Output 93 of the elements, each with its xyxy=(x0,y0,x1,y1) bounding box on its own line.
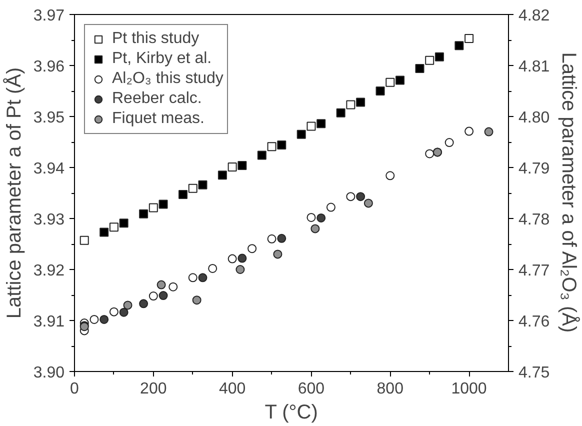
point xyxy=(228,254,237,264)
point xyxy=(218,170,227,180)
point xyxy=(425,149,434,158)
point xyxy=(296,130,306,139)
point xyxy=(238,160,247,170)
point xyxy=(188,184,198,193)
point xyxy=(257,150,266,160)
y-tick-label: 3.93 xyxy=(33,212,65,228)
point xyxy=(178,190,188,200)
point xyxy=(119,308,128,317)
point xyxy=(158,200,168,209)
point xyxy=(346,100,356,110)
legend-label: Al₂O₃ this study xyxy=(112,70,224,88)
point xyxy=(100,314,109,324)
point xyxy=(148,292,158,301)
y-tick-label: 3.90 xyxy=(33,364,65,382)
y-tick-label: 3.96 xyxy=(33,58,65,76)
point xyxy=(425,56,434,65)
legend-label: Pt this study xyxy=(112,30,200,48)
y2-tick-label: 4.82 xyxy=(518,8,550,24)
point xyxy=(306,212,316,222)
point xyxy=(168,282,178,292)
point xyxy=(80,236,89,245)
point xyxy=(316,119,326,128)
y2-tick-label: 4.76 xyxy=(518,314,550,330)
point xyxy=(236,265,245,274)
point xyxy=(396,76,404,85)
y2-tick-label: 4.79 xyxy=(518,160,550,178)
x-tick-label: 400 xyxy=(218,380,246,398)
point xyxy=(454,41,464,50)
point xyxy=(228,162,237,172)
point xyxy=(316,214,326,222)
point xyxy=(273,250,282,259)
point xyxy=(356,192,366,202)
x-tick-label: 1000 xyxy=(451,380,487,398)
point xyxy=(156,280,166,290)
point xyxy=(139,299,148,308)
y2-tick-label: 4.75 xyxy=(518,364,550,382)
point xyxy=(192,296,202,305)
y2-tick-label: 4.81 xyxy=(518,58,550,76)
point xyxy=(277,140,286,150)
point xyxy=(267,234,276,244)
point xyxy=(109,222,118,232)
x-tick-label: 0 xyxy=(70,380,80,398)
x-tick-label: 800 xyxy=(376,380,404,398)
legend-label: Reeber calc. xyxy=(112,90,202,108)
y2-axis-title: Lattice parameter a of Al₂O₃ (Å) xyxy=(558,52,581,333)
point xyxy=(464,126,474,136)
point xyxy=(326,202,336,212)
point xyxy=(188,273,198,282)
point xyxy=(100,228,109,237)
y-tick-label: 3.92 xyxy=(33,262,65,280)
point xyxy=(376,86,385,96)
point xyxy=(139,209,148,218)
y2-tick-label: 4.77 xyxy=(518,262,550,280)
y-tick-label: 3.94 xyxy=(33,160,65,178)
point xyxy=(148,203,158,212)
point xyxy=(415,64,424,74)
point xyxy=(109,307,118,316)
point xyxy=(198,273,208,282)
y-tick-label: 3.91 xyxy=(33,314,65,330)
point xyxy=(444,138,454,147)
point xyxy=(310,224,320,234)
y-tick-label: 3.97 xyxy=(33,8,65,24)
point xyxy=(277,234,286,243)
point xyxy=(386,78,395,87)
point xyxy=(346,192,356,202)
y-axis-title: Lattice parameter a of Pt (Å) xyxy=(2,67,26,319)
y-tick-label: 3.95 xyxy=(33,110,65,126)
point xyxy=(90,314,99,324)
point xyxy=(356,98,366,107)
y2-tick-label: 4.78 xyxy=(518,212,550,228)
point xyxy=(248,244,257,254)
legend-label: Fiquet meas. xyxy=(112,110,204,128)
x-axis-title: T (°C) xyxy=(264,402,318,424)
point xyxy=(267,142,276,152)
point xyxy=(198,180,208,190)
point xyxy=(306,122,316,131)
point xyxy=(364,198,373,208)
point xyxy=(208,264,218,273)
y2-tick-label: 4.80 xyxy=(518,110,550,126)
point xyxy=(336,108,346,118)
point xyxy=(386,171,395,180)
legend-label: Pt, Kirby et al. xyxy=(112,50,212,68)
point xyxy=(119,218,128,228)
point xyxy=(484,127,494,136)
x-tick-label: 600 xyxy=(298,380,325,398)
point xyxy=(238,254,247,263)
point xyxy=(123,300,132,310)
x-tick-label: 200 xyxy=(140,380,167,398)
point xyxy=(464,34,474,43)
point xyxy=(434,52,444,62)
point xyxy=(158,291,168,300)
